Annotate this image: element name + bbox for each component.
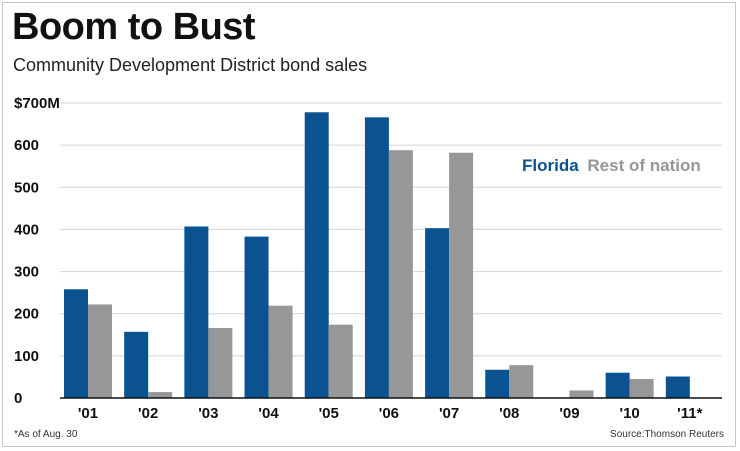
bar-rest-3 (268, 305, 293, 398)
bar-florida-4 (304, 112, 329, 399)
x-tick-label: '04 (258, 405, 279, 422)
bar-rest-1 (148, 392, 173, 398)
legend: Florida Rest of nation (522, 156, 701, 176)
y-tick-label: $700M (14, 95, 60, 112)
chart-frame (2, 2, 736, 447)
footnote: *As of Aug. 30 (14, 429, 78, 440)
bar-rest-9 (629, 379, 654, 398)
bar-rest-7 (509, 365, 534, 398)
bar-rest-4 (328, 324, 353, 398)
bar-florida-3 (244, 236, 269, 398)
bar-florida-1 (124, 331, 149, 398)
legend-florida: Florida (522, 156, 579, 175)
x-tick-label: '02 (138, 405, 158, 422)
bar-rest-8 (569, 390, 594, 398)
y-tick-label: 100 (14, 348, 39, 365)
y-tick-label: 200 (14, 306, 39, 323)
y-tick-label: 0 (14, 390, 22, 407)
x-tick-label: '09 (559, 405, 579, 422)
x-tick-label: '06 (379, 405, 399, 422)
x-tick-label: '10 (620, 405, 640, 422)
bar-florida-0 (64, 289, 88, 398)
chart-subtitle: Community Development District bond sale… (13, 55, 368, 75)
bar-florida-6 (425, 228, 450, 398)
bar-rest-0 (88, 304, 112, 398)
legend-rest-of-nation: Rest of nation (587, 156, 701, 175)
bar-florida-9 (605, 372, 630, 398)
bar-florida-5 (364, 117, 389, 398)
bar-rest-5 (388, 150, 413, 398)
y-tick-label: 500 (14, 179, 39, 196)
bar-rest-2 (208, 328, 233, 398)
bar-florida-10 (665, 376, 690, 398)
bar-florida-2 (184, 226, 209, 398)
x-tick-label: '07 (439, 405, 459, 422)
bar-florida-7 (485, 369, 510, 398)
source-credit: Source:Thomson Reuters (610, 429, 724, 440)
x-tick-label: '05 (319, 405, 339, 422)
x-tick-label: '03 (198, 405, 218, 422)
y-tick-label: 300 (14, 264, 39, 281)
x-tick-label: '08 (499, 405, 519, 422)
y-tick-label: 400 (14, 221, 39, 238)
x-tick-label: '11* (677, 405, 702, 422)
y-tick-label: 600 (14, 137, 39, 154)
x-tick-label: '01 (78, 405, 98, 422)
chart-title: Boom to Bust (12, 6, 256, 48)
bar-rest-6 (449, 152, 474, 398)
